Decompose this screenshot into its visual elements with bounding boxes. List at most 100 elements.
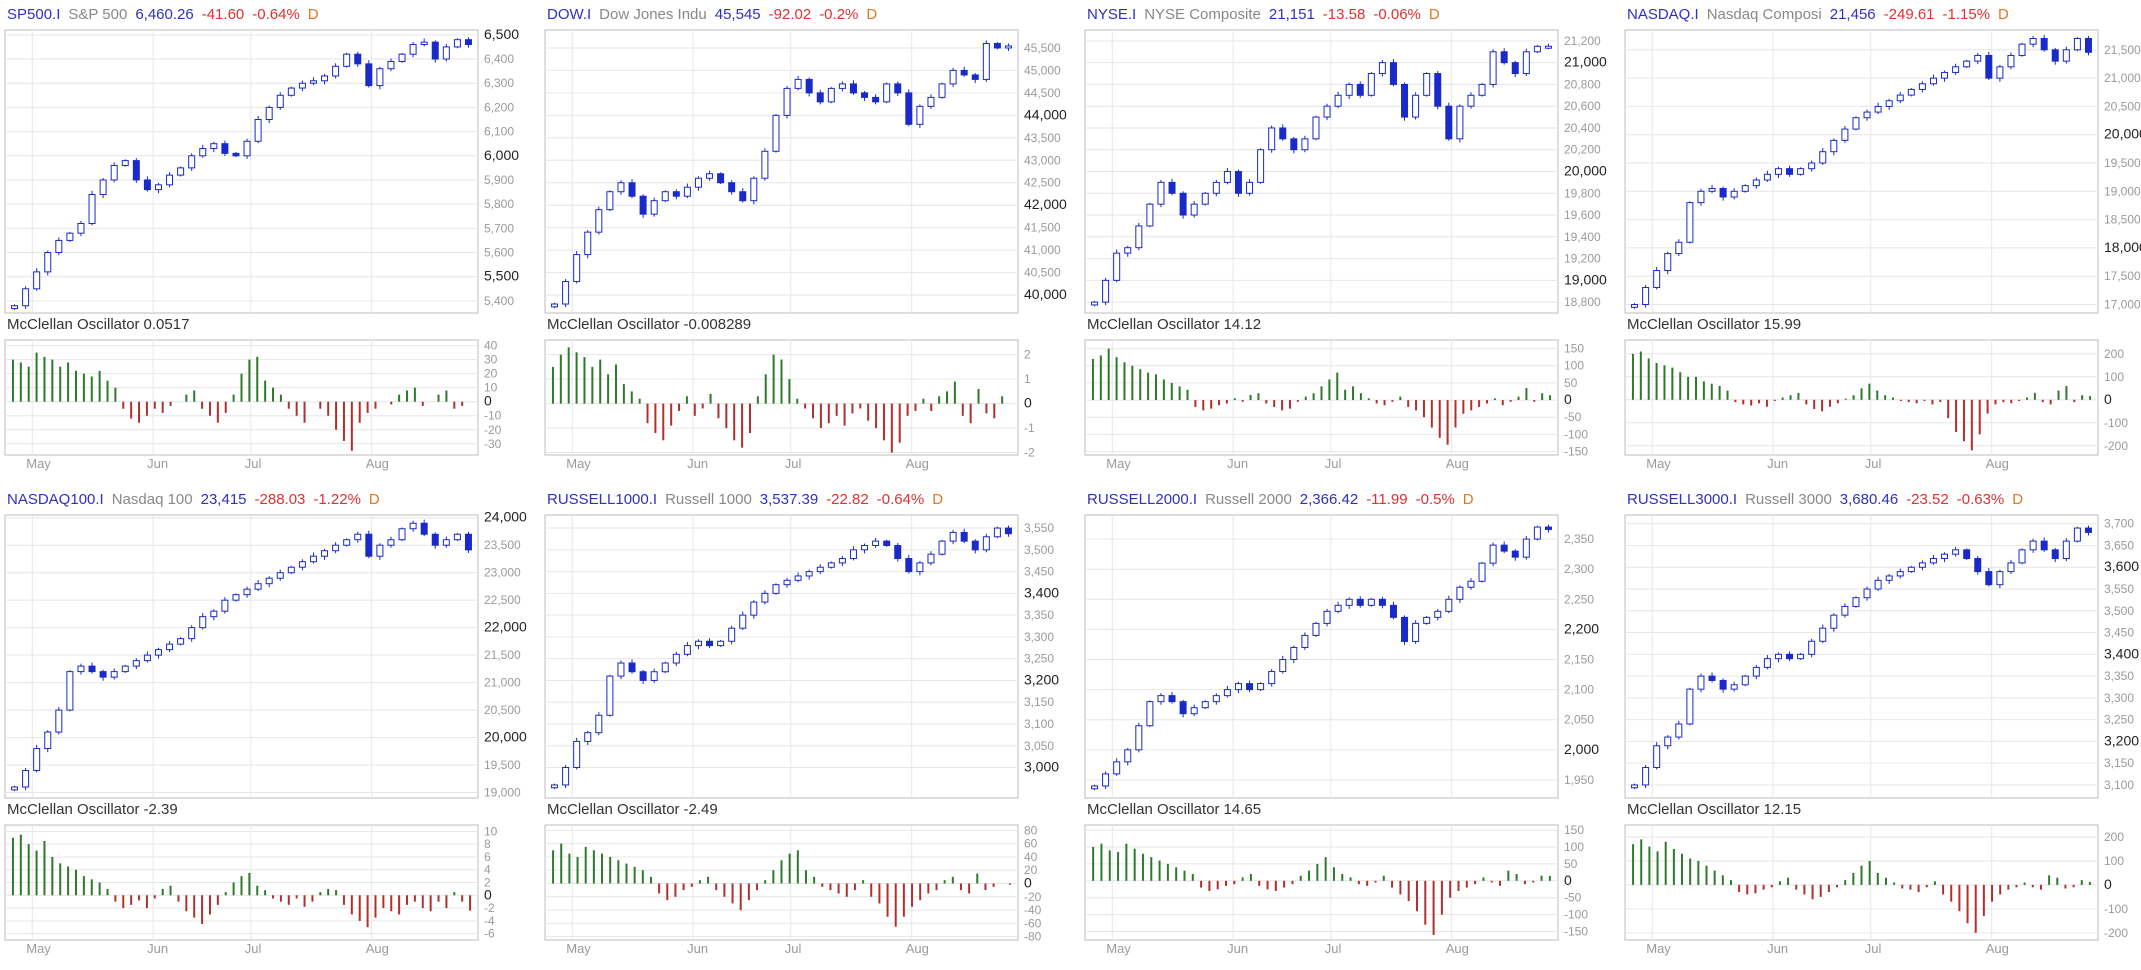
oscillator-tick-label: -100 [2104, 902, 2128, 916]
price-candle [99, 178, 107, 199]
oscillator-title: McClellan Oscillator 12.15 [1627, 801, 1805, 818]
price-tick-label: 3,350 [1024, 608, 1054, 622]
oscillator-title: McClellan Oscillator -0.008289 [547, 316, 755, 333]
chart-header: NASDAQ.I Nasdaq Composi 21,456 -249.61 -1.15… [1627, 6, 2017, 23]
period-selector[interactable]: D [368, 491, 380, 508]
oscillator-tick-label: 200 [2104, 347, 2124, 361]
price-candle [1697, 673, 1705, 693]
price-candle [1544, 43, 1552, 50]
price-candle [706, 170, 714, 181]
symbol-link[interactable]: DOW.I [547, 6, 592, 23]
price-tick-label: 3,300 [1024, 630, 1054, 644]
price-candle [1963, 548, 1971, 560]
price-tick-label: 3,650 [2104, 538, 2134, 552]
price-candle [398, 527, 406, 542]
price-candle [1301, 632, 1309, 650]
price-plot-frame [544, 514, 1019, 799]
period-selector[interactable]: D [932, 491, 944, 508]
period-selector[interactable]: D [307, 6, 319, 23]
oscillator-tick-label: 150 [1564, 342, 1584, 356]
price-candle [1091, 784, 1099, 791]
price-candle [1423, 616, 1431, 625]
price-candle [606, 674, 614, 717]
price-tick-label: 19,400 [1564, 230, 1601, 244]
price-candle [573, 250, 581, 284]
price-tick-label: 2,350 [1564, 532, 1594, 546]
price-candle [661, 661, 669, 674]
price-tick-label: 3,550 [2104, 582, 2134, 596]
month-label: Aug [1446, 456, 1469, 471]
price-candle [77, 221, 85, 237]
chart-panel-nysei: NYSE.I NYSE Composite 21,151 -13.58 -0.06% D 1… [1080, 0, 1615, 485]
price-candle [343, 52, 351, 68]
price-candle [739, 188, 747, 203]
price-change-pct: -0.64% [252, 6, 300, 23]
index-name: Nasdaq 100 [111, 491, 193, 508]
index-name: Russell 2000 [1205, 491, 1292, 508]
price-plot-frame [1624, 29, 2099, 314]
symbol-link[interactable]: NYSE.I [1087, 6, 1137, 23]
price-candle [584, 730, 592, 746]
oscillator-tick-label: 100 [1564, 359, 1584, 373]
oscillator-tick-label: 10 [484, 381, 498, 395]
period-selector[interactable]: D [2012, 491, 2024, 508]
price-candle [199, 144, 207, 158]
symbol-link[interactable]: SP500.I [7, 6, 61, 23]
price-tick-label: 44,000 [1024, 106, 1067, 122]
price-candle [805, 77, 813, 97]
symbol-link[interactable]: NASDAQ.I [1627, 6, 1699, 23]
price-tick-label: 3,400 [2104, 645, 2139, 661]
symbol-link[interactable]: RUSSELL2000.I [1087, 491, 1198, 508]
symbol-link[interactable]: RUSSELL3000.I [1627, 491, 1738, 508]
price-candle [584, 230, 592, 259]
price-tick-label: 20,000 [484, 729, 527, 745]
price-candle [354, 531, 362, 543]
price-candle [794, 572, 802, 583]
price-candle [1356, 596, 1364, 608]
price-candle [154, 182, 162, 194]
price-candle [1819, 624, 1827, 644]
price-candle [761, 148, 769, 181]
price-tick-label: 3,450 [1024, 565, 1054, 579]
price-candle [551, 783, 559, 790]
price-tick-label: 2,150 [1564, 653, 1594, 667]
price-candle [1752, 664, 1760, 680]
price-candle [1852, 596, 1860, 608]
period-selector[interactable]: D [1428, 6, 1440, 23]
price-tick-label: 40,500 [1024, 266, 1061, 280]
price-tick-label: 21,500 [2104, 43, 2141, 57]
oscillator-tick-label: 0 [1024, 395, 1032, 411]
price-candle [1201, 700, 1209, 710]
price-candle [2062, 538, 2070, 562]
price-candle [739, 611, 747, 631]
price-candle [1179, 191, 1187, 219]
price-candle [1874, 102, 1882, 114]
chart-header: SP500.I S&P 500 6,460.26 -41.60 -0.64% D [7, 6, 327, 23]
price-candle [617, 180, 625, 195]
price-candle [177, 637, 185, 646]
month-label: May [1106, 941, 1131, 956]
price-candle [971, 72, 979, 84]
period-selector[interactable]: D [1462, 491, 1474, 508]
oscillator-value: 15.99 [1763, 316, 1802, 333]
price-candle [121, 664, 129, 673]
price-candle [1819, 148, 1827, 165]
symbol-link[interactable]: NASDAQ100.I [7, 491, 104, 508]
price-candle [1456, 585, 1464, 603]
period-selector[interactable]: D [1998, 6, 2009, 23]
price-tick-label: 6,200 [484, 100, 514, 114]
price-candle [916, 560, 924, 576]
price-candle [783, 577, 791, 588]
price-tick-label: 19,000 [2104, 184, 2141, 198]
price-candle [1631, 303, 1639, 309]
price-tick-label: 3,550 [1024, 521, 1054, 535]
price-candle [1489, 542, 1497, 567]
month-label: May [1646, 456, 1671, 471]
period-selector[interactable]: D [866, 6, 878, 23]
symbol-link[interactable]: RUSSELL1000.I [547, 491, 658, 508]
chart-header: RUSSELL3000.I Russell 3000 3,680.46 -23.52-… [1627, 491, 2031, 508]
last-price: 6,460.26 [135, 6, 194, 23]
price-change: -92.02 [768, 6, 812, 23]
price-candle [1234, 681, 1242, 694]
price-candle [177, 166, 185, 177]
